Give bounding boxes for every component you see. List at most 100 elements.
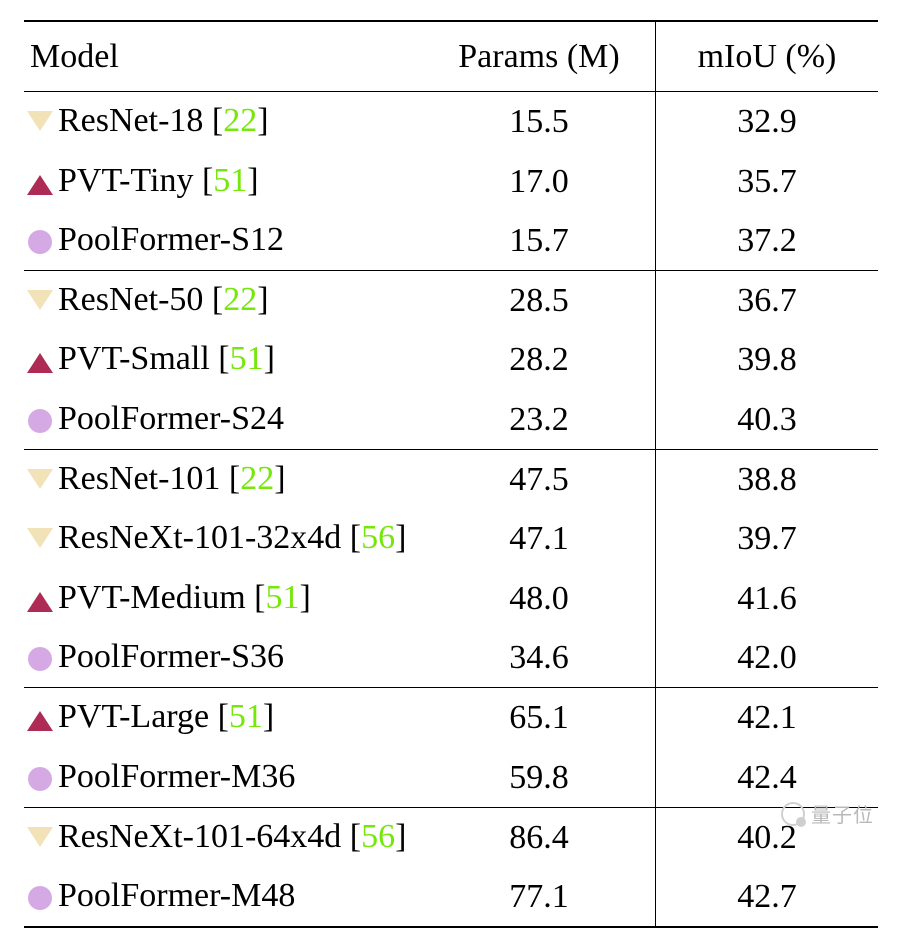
citation-link[interactable]: 51 [213, 162, 247, 199]
params-cell: 65.1 [423, 688, 656, 748]
model-name: PoolFormer-M48 [58, 877, 295, 914]
model-name: ResNeXt-101-32x4d [58, 519, 341, 556]
triangle-down-icon [26, 814, 54, 863]
miou-cell: 32.9 [656, 92, 879, 152]
table-row: PoolFormer-M3659.842.4 [24, 748, 878, 808]
citation-link[interactable]: 56 [361, 519, 395, 556]
miou-cell: 35.7 [656, 152, 879, 211]
model-cell: PoolFormer-S36 [24, 628, 423, 688]
citation-link[interactable]: 22 [240, 460, 274, 497]
model-name: PoolFormer-S12 [58, 221, 284, 258]
circle-icon [26, 217, 54, 266]
table-row: PoolFormer-M48 77.142.7 [24, 867, 878, 927]
miou-cell: 40.3 [656, 390, 879, 450]
miou-cell: 42.7 [656, 867, 879, 927]
params-cell: 34.6 [423, 628, 656, 688]
circle-icon [26, 754, 54, 803]
model-name: ResNet-101 [58, 460, 220, 497]
citation-link[interactable]: 22 [223, 281, 257, 318]
params-cell: 48.0 [423, 569, 656, 628]
citation-link[interactable]: 51 [230, 340, 264, 377]
miou-cell: 36.7 [656, 271, 879, 331]
miou-cell: 37.2 [656, 211, 879, 271]
watermark-icon [781, 802, 805, 826]
params-cell: 77.1 [423, 867, 656, 927]
model-name: PVT-Tiny [58, 162, 193, 199]
miou-cell: 41.6 [656, 569, 879, 628]
triangle-down-icon [26, 456, 54, 505]
model-name: PVT-Medium [58, 579, 246, 616]
miou-cell: 39.8 [656, 330, 879, 389]
model-cell: PoolFormer-M36 [24, 748, 423, 808]
model-cell: ResNet-18 [22] [24, 92, 423, 152]
table-row: PoolFormer-S12 15.737.2 [24, 211, 878, 271]
triangle-up-icon [26, 336, 54, 385]
triangle-down-icon [26, 98, 54, 147]
model-cell: PoolFormer-S12 [24, 211, 423, 271]
miou-cell: 39.7 [656, 509, 879, 568]
table-row: ResNet-50 [22]28.536.7 [24, 271, 878, 331]
citation-link[interactable]: 51 [265, 579, 299, 616]
table-container: Model Params (M) mIoU (%) ResNet-18 [22]… [0, 0, 902, 948]
params-cell: 47.1 [423, 509, 656, 568]
citation-link[interactable]: 22 [223, 102, 257, 139]
model-cell: PoolFormer-S24 [24, 390, 423, 450]
model-cell: ResNeXt-101-64x4d [56] [24, 807, 423, 867]
model-cell: PVT-Medium [51] [24, 569, 423, 628]
triangle-down-icon [26, 277, 54, 326]
table-row: PVT-Large [51]65.142.1 [24, 688, 878, 748]
table-row: PVT-Small [51]28.239.8 [24, 330, 878, 389]
miou-cell: 42.1 [656, 688, 879, 748]
model-cell: PVT-Tiny [51] [24, 152, 423, 211]
citation-link[interactable]: 51 [229, 698, 263, 735]
watermark: 量子位 [781, 799, 874, 828]
model-cell: PoolFormer-M48 [24, 867, 423, 927]
table-row: ResNeXt-101-64x4d [56]86.440.2 [24, 807, 878, 867]
params-cell: 17.0 [423, 152, 656, 211]
circle-icon [26, 396, 54, 445]
model-name: PVT-Small [58, 340, 210, 377]
triangle-down-icon [26, 515, 54, 564]
model-cell: ResNet-50 [22] [24, 271, 423, 331]
col-header-params: Params (M) [423, 21, 656, 92]
model-name: ResNeXt-101-64x4d [58, 818, 341, 855]
triangle-up-icon [26, 158, 54, 207]
params-cell: 15.7 [423, 211, 656, 271]
circle-icon [26, 634, 54, 683]
miou-cell: 42.0 [656, 628, 879, 688]
model-name: ResNet-18 [58, 102, 203, 139]
table-row: ResNet-101 [22]47.538.8 [24, 450, 878, 510]
table-row: ResNeXt-101-32x4d [56]47.139.7 [24, 509, 878, 568]
params-cell: 47.5 [423, 450, 656, 510]
model-cell: PVT-Large [51] [24, 688, 423, 748]
results-table: Model Params (M) mIoU (%) ResNet-18 [22]… [24, 20, 878, 928]
table-row: ResNet-18 [22]15.532.9 [24, 92, 878, 152]
params-cell: 86.4 [423, 807, 656, 867]
triangle-up-icon [26, 575, 54, 624]
table-row: PoolFormer-S36 34.642.0 [24, 628, 878, 688]
col-header-model: Model [24, 21, 423, 92]
model-name: PoolFormer-S36 [58, 638, 284, 675]
table-row: PVT-Medium [51]48.041.6 [24, 569, 878, 628]
params-cell: 28.5 [423, 271, 656, 331]
model-name: PoolFormer-M36 [58, 758, 295, 795]
model-name: ResNet-50 [58, 281, 203, 318]
watermark-text: 量子位 [811, 805, 874, 827]
table-body: ResNet-18 [22]15.532.9PVT-Tiny [51]17.03… [24, 92, 878, 928]
model-name: PVT-Large [58, 698, 209, 735]
params-cell: 15.5 [423, 92, 656, 152]
table-header-row: Model Params (M) mIoU (%) [24, 21, 878, 92]
miou-cell: 38.8 [656, 450, 879, 510]
params-cell: 28.2 [423, 330, 656, 389]
model-cell: ResNet-101 [22] [24, 450, 423, 510]
model-name: PoolFormer-S24 [58, 400, 284, 437]
table-row: PoolFormer-S24 23.240.3 [24, 390, 878, 450]
triangle-up-icon [26, 694, 54, 743]
table-row: PVT-Tiny [51]17.035.7 [24, 152, 878, 211]
col-header-miou: mIoU (%) [656, 21, 879, 92]
citation-link[interactable]: 56 [361, 818, 395, 855]
model-cell: PVT-Small [51] [24, 330, 423, 389]
params-cell: 23.2 [423, 390, 656, 450]
circle-icon [26, 873, 54, 922]
model-cell: ResNeXt-101-32x4d [56] [24, 509, 423, 568]
